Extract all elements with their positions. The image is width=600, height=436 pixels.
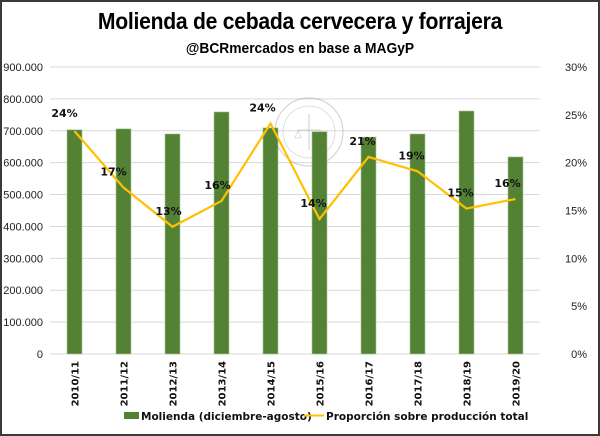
x-axis-tick-label: 2017/18 (414, 361, 425, 406)
x-axis-ticks: 2010/11 2011/12 2012/13 2013/14 2014/15 2015/… (71, 361, 523, 406)
left-axis-ticks: 0 100.000 200.000 300.000 400.000 500.000 600.… (3, 62, 43, 361)
left-axis-tick-label: 100.000 (3, 317, 43, 329)
bar-2017/18 (409, 133, 426, 355)
right-axis-tick-label: 10% (565, 253, 587, 265)
bar-2011/12 (115, 128, 132, 355)
data-label-2013/14: 16% (204, 179, 230, 192)
legend-swatch-bars (124, 412, 139, 419)
watermark-seal (274, 97, 344, 167)
bar-2014/15 (262, 127, 279, 355)
bar-2012/13 (164, 133, 181, 355)
left-axis-tick-label: 900.000 (3, 62, 43, 74)
line-data-labels: 24% 17% 13% 16% 24% 14% 21% 19% 15% 16% (51, 101, 520, 217)
bar-2015/16 (311, 131, 328, 355)
left-axis-tick-label: 0 (37, 349, 43, 361)
right-axis-tick-label: 0% (571, 349, 587, 361)
legend: Molienda (diciembre-agosto) Proporción s… (124, 411, 528, 423)
x-axis-tick-label: 2010/11 (71, 361, 82, 406)
left-axis-tick-label: 300.000 (3, 253, 43, 265)
x-axis-tick-label: 2015/16 (316, 361, 327, 406)
bar-2019/20 (507, 156, 524, 355)
legend-label-bars: Molienda (diciembre-agosto) (141, 411, 312, 423)
bar-2016/17 (360, 136, 377, 355)
data-label-2012/13: 13% (155, 205, 181, 218)
data-label-2011/12: 17% (100, 166, 126, 179)
bar-series (66, 110, 524, 355)
x-axis-tick-label: 2011/12 (120, 361, 131, 406)
chart-subtitle: @BCRmercados en base a MAGyP (185, 40, 415, 57)
x-axis-tick-label: 2016/17 (365, 361, 376, 406)
right-axis-tick-label: 30% (565, 62, 587, 74)
left-axis-tick-label: 700.000 (3, 126, 43, 138)
left-axis-tick-label: 200.000 (3, 285, 43, 297)
line-series (73, 121, 516, 229)
data-label-2017/18: 19% (398, 149, 424, 162)
bar-2010/11 (66, 129, 83, 355)
right-axis-ticks: 0% 5% 10% 15% 20% 25% 30% (565, 62, 587, 361)
x-axis-tick-label: 2019/20 (512, 361, 523, 406)
left-axis-tick-label: 400.000 (3, 221, 43, 233)
x-axis-tick-label: 2012/13 (169, 361, 180, 406)
x-axis-tick-label: 2014/15 (267, 361, 278, 406)
data-label-2018/19: 15% (447, 187, 473, 200)
data-label-2014/15: 24% (249, 101, 275, 114)
left-axis-tick-label: 600.000 (3, 158, 43, 170)
right-axis-tick-label: 20% (565, 158, 587, 170)
chart-title: Molienda de cebada cervecera y forrajera (97, 8, 503, 34)
line-proporcion (73, 121, 516, 229)
right-axis-tick-label: 25% (565, 110, 587, 122)
left-axis-tick-label: 800.000 (3, 94, 43, 106)
data-label-2010/11: 24% (51, 107, 77, 120)
x-axis-tick-label: 2018/19 (463, 361, 474, 406)
right-axis-tick-label: 5% (571, 301, 587, 313)
legend-label-line: Proporción sobre producción total (326, 411, 528, 423)
data-label-2015/16: 14% (300, 197, 326, 210)
bar-2018/19 (458, 110, 475, 355)
data-label-2016/17: 21% (349, 135, 375, 148)
left-axis-tick-label: 500.000 (3, 190, 43, 202)
data-label-2019/20: 16% (494, 177, 520, 190)
right-axis-tick-label: 15% (565, 206, 587, 218)
x-axis-tick-label: 2013/14 (218, 361, 229, 406)
bar-2013/14 (213, 111, 230, 355)
seal-inner-ring (282, 105, 336, 159)
